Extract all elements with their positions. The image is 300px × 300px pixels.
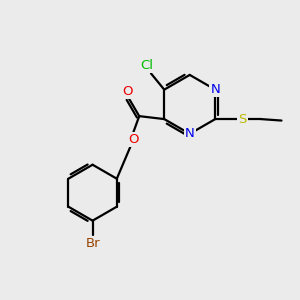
Text: N: N [210,83,220,96]
Text: S: S [238,112,247,126]
Text: Cl: Cl [140,59,153,72]
Text: O: O [122,85,133,98]
Text: N: N [185,127,195,140]
Text: Br: Br [85,237,100,250]
Text: O: O [128,133,139,146]
